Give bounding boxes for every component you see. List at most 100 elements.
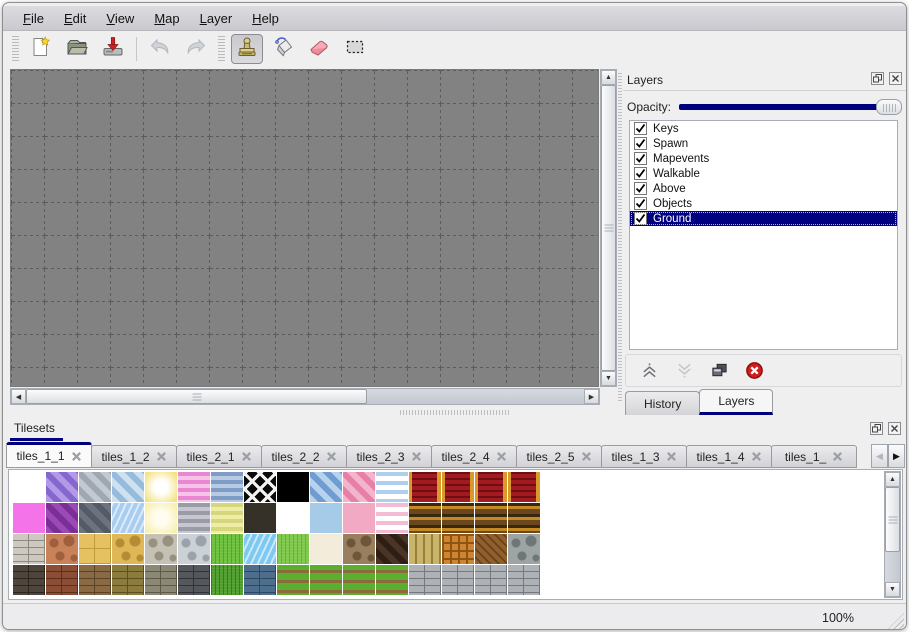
redo-button[interactable] xyxy=(180,34,212,64)
tab-close-icon[interactable] xyxy=(411,451,422,462)
layer-row-keys[interactable]: Keys xyxy=(630,121,897,136)
tileset-vscroll-thumb[interactable] xyxy=(885,487,900,552)
tile-3-2[interactable] xyxy=(79,565,111,595)
tile-1-8[interactable] xyxy=(277,503,309,533)
resize-grip[interactable] xyxy=(888,613,904,629)
tile-0-0[interactable] xyxy=(13,472,45,502)
tile-0-3[interactable] xyxy=(112,472,144,502)
toolbar-grip-2[interactable] xyxy=(218,36,225,62)
tile-0-15[interactable] xyxy=(508,472,540,502)
tile-3-15[interactable] xyxy=(508,565,540,595)
tab-close-icon[interactable] xyxy=(832,451,843,462)
layer-visibility-checkbox[interactable] xyxy=(634,182,647,195)
tileset-tab-tiles_1_[interactable]: tiles_1_ xyxy=(771,445,857,468)
tile-0-6[interactable] xyxy=(211,472,243,502)
tile-3-10[interactable] xyxy=(343,565,375,595)
tile-2-12[interactable] xyxy=(409,534,441,564)
canvas-vertical-scrollbar[interactable]: ▲ ▼ xyxy=(600,69,617,387)
select-tool-button[interactable] xyxy=(339,34,371,64)
tile-0-1[interactable] xyxy=(46,472,78,502)
tile-3-12[interactable] xyxy=(409,565,441,595)
tile-3-8[interactable] xyxy=(277,565,309,595)
tile-3-14[interactable] xyxy=(475,565,507,595)
tile-0-2[interactable] xyxy=(79,472,111,502)
layer-row-spawn[interactable]: Spawn xyxy=(630,136,897,151)
tile-2-9[interactable] xyxy=(310,534,342,564)
float-panel-button[interactable] xyxy=(870,72,884,87)
tile-2-5[interactable] xyxy=(178,534,210,564)
tile-1-0[interactable] xyxy=(13,503,45,533)
tile-3-4[interactable] xyxy=(145,565,177,595)
tile-3-0[interactable] xyxy=(13,565,45,595)
layer-row-mapevents[interactable]: Mapevents xyxy=(630,151,897,166)
menu-map[interactable]: Map xyxy=(154,10,180,26)
tile-1-7[interactable] xyxy=(244,503,276,533)
scroll-up-arrow[interactable]: ▲ xyxy=(601,70,616,85)
tileset-tab-tiles_2_2[interactable]: tiles_2_2 xyxy=(261,445,347,468)
layer-duplicate-button[interactable] xyxy=(706,359,732,383)
open-file-button[interactable] xyxy=(61,34,93,64)
tile-2-11[interactable] xyxy=(376,534,408,564)
menu-layer[interactable]: Layer xyxy=(199,10,233,26)
tile-2-13[interactable] xyxy=(442,534,474,564)
tab-close-icon[interactable] xyxy=(71,451,82,462)
layer-move-down-button[interactable] xyxy=(671,359,697,383)
tile-1-13[interactable] xyxy=(442,503,474,533)
save-button[interactable] xyxy=(97,34,129,64)
tile-2-0[interactable] xyxy=(13,534,45,564)
stamp-tool-button[interactable] xyxy=(231,34,263,64)
tile-2-2[interactable] xyxy=(79,534,111,564)
tile-1-3[interactable] xyxy=(112,503,144,533)
toolbar-grip[interactable] xyxy=(12,36,19,62)
tile-1-1[interactable] xyxy=(46,503,78,533)
dock-tab-layers[interactable]: Layers xyxy=(699,389,774,415)
tile-1-9[interactable] xyxy=(310,503,342,533)
tile-1-11[interactable] xyxy=(376,503,408,533)
tile-1-4[interactable] xyxy=(145,503,177,533)
layer-row-above[interactable]: Above xyxy=(630,181,897,196)
tab-close-icon[interactable] xyxy=(496,451,507,462)
tileset-tab-tiles_2_3[interactable]: tiles_2_3 xyxy=(346,445,432,468)
tile-3-6[interactable] xyxy=(211,565,243,595)
tile-0-14[interactable] xyxy=(475,472,507,502)
tile-1-12[interactable] xyxy=(409,503,441,533)
canvas-vscroll-thumb[interactable] xyxy=(601,85,616,371)
tab-close-icon[interactable] xyxy=(751,451,762,462)
menu-help[interactable]: Help xyxy=(252,10,279,26)
tile-3-3[interactable] xyxy=(112,565,144,595)
layer-row-walkable[interactable]: Walkable xyxy=(630,166,897,181)
tileset-tab-tiles_2_1[interactable]: tiles_2_1 xyxy=(176,445,262,468)
tile-3-7[interactable] xyxy=(244,565,276,595)
tile-0-13[interactable] xyxy=(442,472,474,502)
tile-2-15[interactable] xyxy=(508,534,540,564)
menu-view[interactable]: View xyxy=(106,10,135,26)
scroll-down-arrow[interactable]: ▼ xyxy=(601,371,616,386)
close-tilesets-button[interactable] xyxy=(887,422,901,437)
tile-1-15[interactable] xyxy=(508,503,540,533)
tile-3-11[interactable] xyxy=(376,565,408,595)
splitter-handle[interactable] xyxy=(399,410,510,415)
close-panel-button[interactable] xyxy=(888,72,902,87)
tile-0-12[interactable] xyxy=(409,472,441,502)
tile-1-10[interactable] xyxy=(343,503,375,533)
tile-0-11[interactable] xyxy=(376,472,408,502)
opacity-slider-handle[interactable] xyxy=(876,99,902,115)
tile-3-13[interactable] xyxy=(442,565,474,595)
layer-visibility-checkbox[interactable] xyxy=(634,137,647,150)
layer-visibility-checkbox[interactable] xyxy=(634,152,647,165)
tab-close-icon[interactable] xyxy=(581,451,592,462)
undo-button[interactable] xyxy=(144,34,176,64)
fill-tool-button[interactable] xyxy=(267,34,299,64)
tab-scroll-left-button[interactable]: ◀ xyxy=(871,444,888,468)
tile-2-4[interactable] xyxy=(145,534,177,564)
tileset-tab-tiles_1_3[interactable]: tiles_1_3 xyxy=(601,445,687,468)
tile-2-8[interactable] xyxy=(277,534,309,564)
tile-0-5[interactable] xyxy=(178,472,210,502)
tile-1-6[interactable] xyxy=(211,503,243,533)
menu-file[interactable]: File xyxy=(23,10,44,26)
tile-3-5[interactable] xyxy=(178,565,210,595)
scroll-up-arrow[interactable]: ▲ xyxy=(885,472,900,487)
tile-2-7[interactable] xyxy=(244,534,276,564)
tileset-vertical-scrollbar[interactable]: ▲ ▼ xyxy=(884,471,901,598)
layer-visibility-checkbox[interactable] xyxy=(634,212,647,225)
